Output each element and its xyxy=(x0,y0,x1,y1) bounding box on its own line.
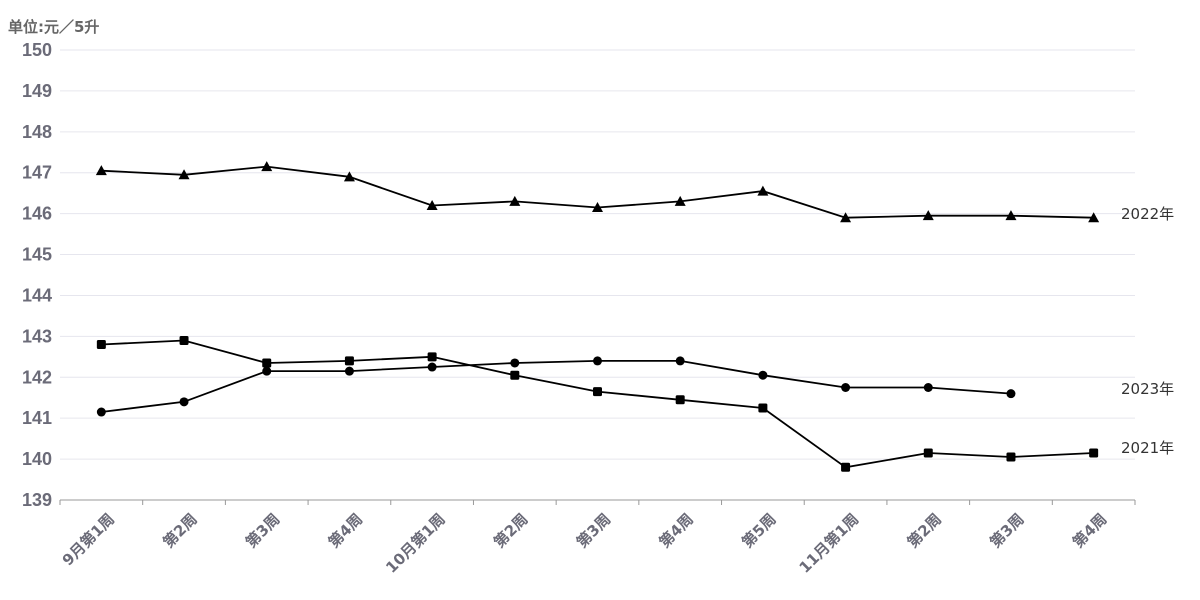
y-tick-label: 139 xyxy=(22,490,52,510)
data-point-circle xyxy=(179,397,189,407)
data-point-circle xyxy=(96,407,106,417)
x-tick-label: 第4周 xyxy=(656,510,697,551)
data-point-triangle xyxy=(674,195,686,206)
data-point-circle xyxy=(923,383,933,392)
data-point-triangle xyxy=(1005,210,1017,221)
data-point-triangle xyxy=(592,202,603,212)
y-tick-label: 146 xyxy=(22,204,52,224)
data-point-square xyxy=(675,395,685,405)
series-labels: 2022年 2023年 2021年 xyxy=(1121,205,1174,457)
series-group xyxy=(95,161,1100,472)
x-tick-label: 第2周 xyxy=(490,510,531,551)
y-tick-label: 142 xyxy=(22,367,52,387)
y-tick-label: 140 xyxy=(22,449,52,469)
data-point-circle xyxy=(510,358,520,368)
data-point-square xyxy=(593,387,602,397)
y-tick-label: 150 xyxy=(22,40,52,60)
x-tick-label: 第2周 xyxy=(904,510,945,551)
gridlines xyxy=(60,49,1135,460)
x-tick-label: 10月第1周 xyxy=(382,510,449,577)
data-point-circle xyxy=(262,366,272,376)
data-point-square xyxy=(1006,452,1016,462)
data-point-square xyxy=(758,403,768,413)
data-point-circle xyxy=(344,366,354,376)
data-point-circle xyxy=(427,362,437,372)
x-tick-label: 第3周 xyxy=(986,510,1027,551)
data-point-square xyxy=(262,358,272,368)
data-point-circle xyxy=(675,356,685,366)
data-point-square xyxy=(179,335,189,345)
y-tick-label: 148 xyxy=(22,122,52,142)
y-tick-label: 147 xyxy=(22,163,52,183)
data-point-circle xyxy=(758,370,768,380)
data-point-square xyxy=(96,340,106,350)
data-point-triangle xyxy=(426,199,438,210)
data-point-square xyxy=(841,462,851,472)
data-point-triangle xyxy=(1088,212,1100,223)
data-point-triangle xyxy=(343,171,355,182)
data-point-square xyxy=(510,370,520,380)
x-tick-label: 第2周 xyxy=(159,510,200,551)
data-point-square xyxy=(344,356,354,366)
x-tick-label: 11月第1周 xyxy=(796,510,863,577)
data-point-square xyxy=(1089,448,1099,458)
x-tick-label: 第3周 xyxy=(242,510,283,551)
x-tick-label: 第3周 xyxy=(573,510,614,551)
y-tick-label: 143 xyxy=(22,326,52,346)
series-label: 2023年 xyxy=(1121,380,1174,398)
x-tick-label: 第5周 xyxy=(738,510,779,551)
data-point-triangle xyxy=(922,210,934,221)
data-point-circle xyxy=(1006,389,1016,399)
data-point-triangle xyxy=(757,185,769,196)
y-tick-label: 141 xyxy=(22,408,52,428)
series-label: 2021年 xyxy=(1121,439,1174,457)
data-point-circle xyxy=(593,356,602,366)
data-point-triangle xyxy=(840,212,852,223)
series-label: 2022年 xyxy=(1121,205,1174,223)
x-tick-label: 第4周 xyxy=(325,510,366,551)
data-point-circle xyxy=(841,383,851,392)
y-tick-label: 144 xyxy=(22,285,52,305)
data-point-triangle xyxy=(178,169,190,180)
y-axis-unit-label: 单位:元／5升 xyxy=(8,18,99,36)
data-point-triangle xyxy=(261,161,273,172)
data-point-triangle xyxy=(509,195,521,206)
data-point-square xyxy=(427,352,437,362)
y-axis: 139 140 141 142 143 144 145 146 147 148 149 150 xyxy=(22,40,52,510)
y-tick-label: 145 xyxy=(22,245,52,265)
x-tick-label: 第4周 xyxy=(1069,510,1110,551)
data-point-square xyxy=(923,448,933,458)
series-line xyxy=(101,359,1012,413)
y-tick-label: 149 xyxy=(22,81,52,101)
x-tick-label: 9月第1周 xyxy=(59,510,118,569)
data-point-triangle xyxy=(95,165,107,176)
x-axis: 9月第1周 第2周 第3周 第4周 10月第1周 第2周 第3周 第4周 第5周 11月第1周 第2… xyxy=(59,499,1136,577)
